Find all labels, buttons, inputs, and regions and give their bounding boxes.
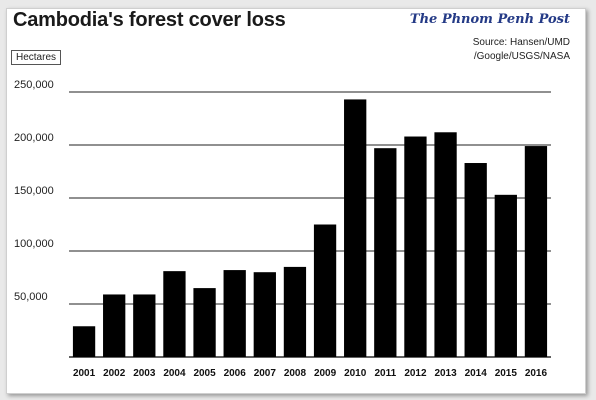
y-tick-labels: 50,000 100,000 150,000 200,000 250,000 <box>14 79 54 303</box>
x-tick-label: 2002 <box>103 368 126 379</box>
x-tick-label: 2014 <box>465 368 488 379</box>
bar-2004 <box>163 271 186 357</box>
y-tick-label: 50,000 <box>14 291 48 303</box>
bar-2013 <box>434 132 457 357</box>
x-tick-label: 2006 <box>224 368 247 379</box>
x-tick-label: 2007 <box>254 368 277 379</box>
x-tick-label: 2009 <box>314 368 337 379</box>
x-tick-label: 2005 <box>193 368 216 379</box>
bar-2014 <box>464 163 487 357</box>
bar-2008 <box>283 266 307 357</box>
x-tick-label: 2016 <box>525 368 548 379</box>
x-tick-label: 2011 <box>374 368 396 379</box>
x-tick-label: 2008 <box>284 368 307 379</box>
bar-2009 <box>313 224 337 357</box>
x-tick-labels: 2001 2002 2003 2004 2005 2006 2007 2008 2009 2010… <box>73 368 548 379</box>
y-tick-label: 100,000 <box>14 238 54 250</box>
source-note: Source: Hansen/UMD /Google/USGS/NASA <box>473 36 570 64</box>
source-line-1: Source: Hansen/UMD <box>472 37 570 48</box>
x-tick-label: 2013 <box>434 368 457 379</box>
source-line-2: /Google/USGS/NASA <box>473 51 570 62</box>
x-tick-label: 2001 <box>73 368 96 379</box>
bar-2003 <box>133 294 156 357</box>
bar-2011 <box>374 148 397 357</box>
unit-label: Hectares <box>11 50 62 65</box>
x-tick-label: 2012 <box>404 368 427 379</box>
bar-2001 <box>72 326 96 357</box>
x-tick-label: 2015 <box>495 368 518 379</box>
y-tick-label: 250,000 <box>14 79 54 91</box>
bar-2016 <box>524 146 548 357</box>
bar-2010 <box>344 99 367 358</box>
bar-2002 <box>103 294 126 357</box>
y-tick-label: 150,000 <box>14 185 54 197</box>
x-tick-label: 2010 <box>344 368 367 379</box>
y-tick-label: 200,000 <box>14 132 54 144</box>
chart-title: Cambodia's forest cover loss <box>13 9 286 31</box>
bars <box>72 99 548 358</box>
bar-2005 <box>193 288 216 357</box>
bar-2012 <box>404 136 427 357</box>
bar-2007 <box>253 272 276 357</box>
bar-2015 <box>494 194 517 357</box>
x-tick-label: 2004 <box>163 368 186 379</box>
x-tick-label: 2003 <box>133 368 156 379</box>
bar-2006 <box>223 270 246 357</box>
publisher-logo: The Phnom Penh Post <box>409 12 570 27</box>
